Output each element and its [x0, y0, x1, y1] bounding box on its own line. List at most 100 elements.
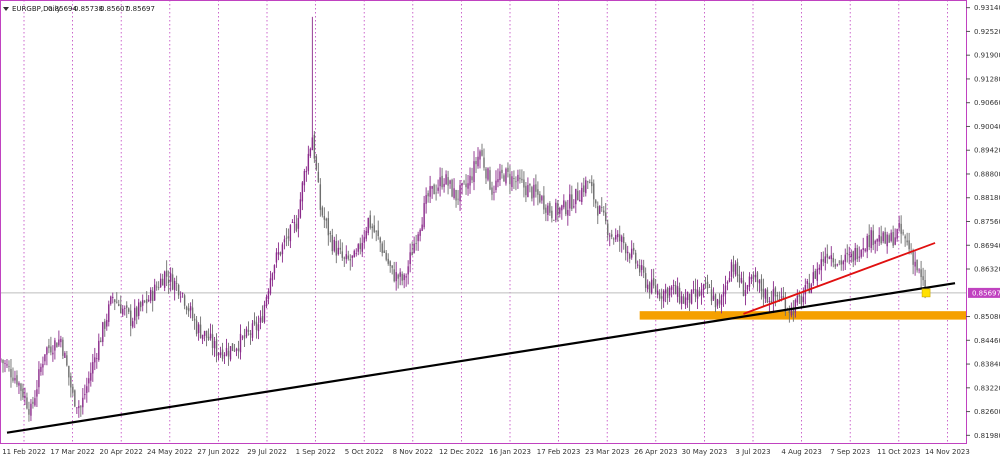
candle-body — [191, 307, 194, 319]
candle-body — [668, 287, 671, 296]
collapse-triangle-icon[interactable] — [3, 7, 9, 11]
candle-body — [710, 289, 713, 302]
time-axis-tick-label: 23 Mar 2023 — [585, 448, 629, 456]
candle-body — [780, 296, 783, 298]
candle-body — [852, 251, 854, 262]
time-axis-tick-label: 26 Apr 2023 — [634, 448, 677, 456]
candle-body — [219, 352, 222, 356]
candle-body — [64, 352, 66, 358]
time-axis[interactable]: 11 Feb 2022 17 Mar 2022 20 Apr 2022 24 May … — [2, 448, 970, 456]
time-axis-tick-label: 5 Oct 2022 — [345, 448, 384, 456]
candle-body — [806, 281, 809, 284]
candle-body — [485, 168, 487, 179]
candle-body — [231, 343, 234, 351]
candle-body — [553, 220, 555, 221]
candle-body — [30, 403, 32, 416]
candle-body — [918, 269, 920, 271]
candle-body — [201, 334, 204, 340]
candle-body — [676, 286, 679, 297]
candle-body — [42, 363, 44, 368]
candle-body — [307, 153, 310, 171]
candle-body — [788, 308, 791, 313]
candle-body — [373, 225, 375, 232]
support-trendline[interactable] — [6, 282, 956, 434]
candle-body — [461, 182, 463, 186]
candle-body — [858, 256, 860, 258]
candle-body — [68, 365, 70, 378]
time-axis-tick-label: 14 Nov 2023 — [925, 448, 970, 456]
candle-body — [181, 293, 184, 295]
candle-body — [36, 389, 38, 397]
candle-body — [165, 270, 168, 277]
candle-body — [611, 234, 613, 237]
candle-body — [74, 390, 76, 407]
candle-body — [850, 253, 852, 258]
candle-body — [531, 187, 533, 199]
candle-body — [98, 340, 100, 360]
candle-body — [24, 395, 26, 399]
candle-body — [405, 276, 407, 278]
candle-body — [515, 181, 517, 183]
candle-body — [636, 264, 639, 266]
candle-body — [189, 306, 192, 311]
candle-body — [40, 366, 42, 372]
candle-body — [812, 272, 815, 284]
candle-body — [221, 349, 224, 359]
candle-body — [337, 247, 339, 255]
candle-body — [772, 289, 775, 303]
candle-body — [726, 282, 729, 284]
candle-body — [672, 284, 675, 286]
candle-body — [808, 282, 811, 294]
candle-body — [463, 181, 465, 183]
candle-body — [521, 178, 523, 181]
candle-body — [481, 150, 483, 156]
candle-body — [357, 244, 359, 252]
candle-body — [157, 287, 160, 289]
candle-body — [840, 260, 842, 265]
candle-body — [894, 237, 896, 245]
candle-body — [754, 274, 757, 278]
candle-body — [856, 247, 858, 260]
candle-body — [32, 401, 34, 404]
candle-body — [371, 226, 373, 229]
candle-body — [541, 196, 543, 201]
candle-body — [375, 230, 377, 232]
last-candle-highlight — [921, 288, 931, 298]
candle-body — [377, 230, 379, 237]
candle-body — [638, 265, 641, 273]
candle-body — [547, 205, 549, 215]
candle-body — [8, 366, 10, 368]
candle-body — [142, 300, 144, 306]
candle-body — [884, 231, 886, 244]
candle-body — [565, 202, 567, 215]
candle-body — [211, 334, 214, 348]
candle-body — [58, 339, 60, 346]
candle-body — [175, 282, 178, 284]
candle-body — [151, 290, 154, 302]
candle-body — [132, 321, 134, 327]
candle-body — [269, 278, 272, 294]
candle-body — [784, 299, 787, 312]
candle-body — [393, 269, 395, 282]
candle-body — [177, 284, 180, 296]
candle-body — [369, 215, 371, 228]
candle-body — [108, 304, 110, 322]
candle-body — [694, 288, 697, 297]
candle-body — [573, 206, 575, 208]
support-zone[interactable] — [639, 311, 966, 320]
candle-body — [800, 295, 803, 305]
candle-body — [106, 320, 108, 327]
symbol-label: EURGBP,Daily — [12, 5, 61, 13]
short-term-trendline[interactable] — [743, 242, 936, 315]
candle-body — [325, 218, 328, 221]
candle-body — [632, 247, 635, 251]
candle-body — [878, 234, 880, 242]
candle-body — [351, 255, 353, 258]
candle-body — [407, 266, 409, 275]
time-axis-tick-label: 16 Jan 2023 — [489, 448, 531, 456]
candle-body — [459, 185, 461, 202]
